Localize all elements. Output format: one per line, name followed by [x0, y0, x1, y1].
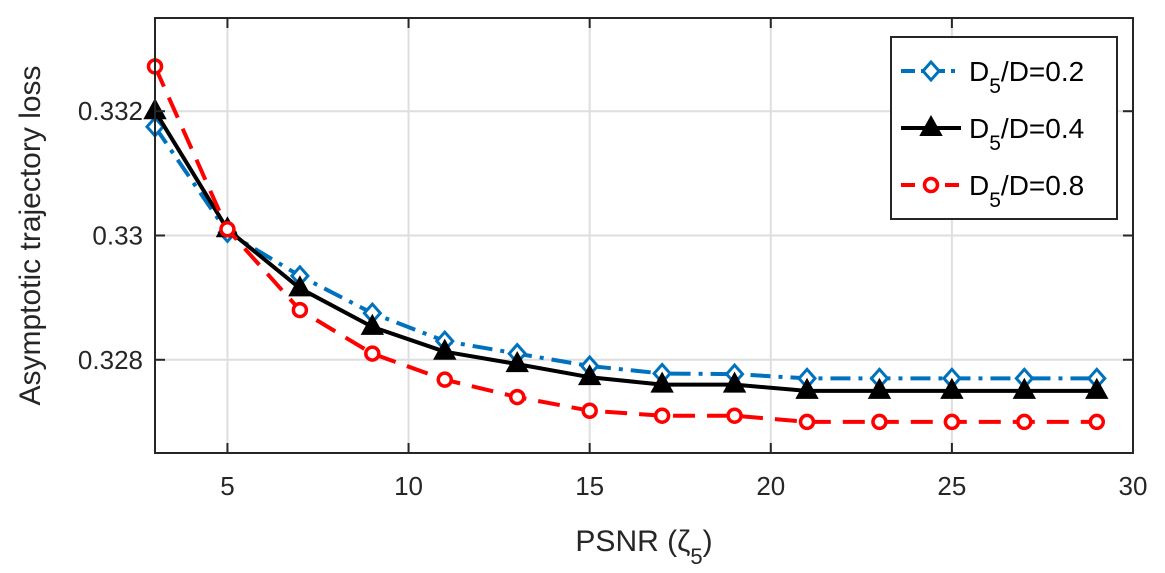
data-point: [433, 338, 457, 360]
data-point: [436, 371, 454, 388]
data-point: [364, 345, 381, 362]
legend-marker: [922, 176, 940, 194]
data-point: [505, 351, 529, 373]
data-point: [219, 221, 236, 238]
x-tick-label: 20: [756, 471, 785, 501]
tick-layer: 5 10 15 20 25 30 0.328 0.33 0.332: [78, 18, 1148, 501]
data-point: [798, 413, 816, 431]
data-point: [581, 402, 598, 419]
x-tick-label: 30: [1119, 471, 1148, 501]
data-point: [871, 413, 888, 431]
data-point: [795, 377, 819, 399]
series-line: [153, 65, 1097, 424]
y-tick-label: 0.33: [92, 221, 143, 251]
data-point: [940, 377, 964, 399]
data-point: [288, 275, 312, 297]
data-point: [726, 407, 743, 424]
data-point: [722, 371, 747, 393]
data-point: [650, 371, 674, 393]
x-tick-label: 5: [220, 471, 234, 501]
legend: D5/D=0.2D5/D=0.4D5/D=0.8: [890, 36, 1118, 220]
x-tick-label: 10: [394, 471, 423, 501]
data-point: [577, 364, 602, 386]
series-layer: [143, 58, 1109, 431]
data-point: [943, 413, 961, 431]
data-point: [1016, 413, 1033, 431]
data-point: [653, 407, 671, 424]
x-axis-title: PSNR (ζ5): [575, 525, 712, 569]
data-point: [867, 377, 892, 399]
data-point: [291, 301, 309, 319]
series-line: [153, 110, 1097, 393]
series-line: [153, 125, 1097, 381]
data-point: [1088, 413, 1106, 431]
y-tick-label: 0.328: [78, 345, 143, 375]
data-point: [1012, 377, 1037, 399]
y-axis-title: Asymptotic trajectory loss: [14, 65, 47, 405]
data-point: [1085, 377, 1109, 399]
legend-marker: [919, 114, 943, 136]
legend-marker: [920, 59, 942, 83]
series-3: [146, 58, 1106, 431]
x-tick-label: 25: [937, 471, 966, 501]
data-point: [508, 388, 526, 406]
y-tick-label: 0.332: [78, 96, 143, 126]
data-point: [360, 313, 385, 335]
x-tick-label: 15: [575, 471, 604, 501]
